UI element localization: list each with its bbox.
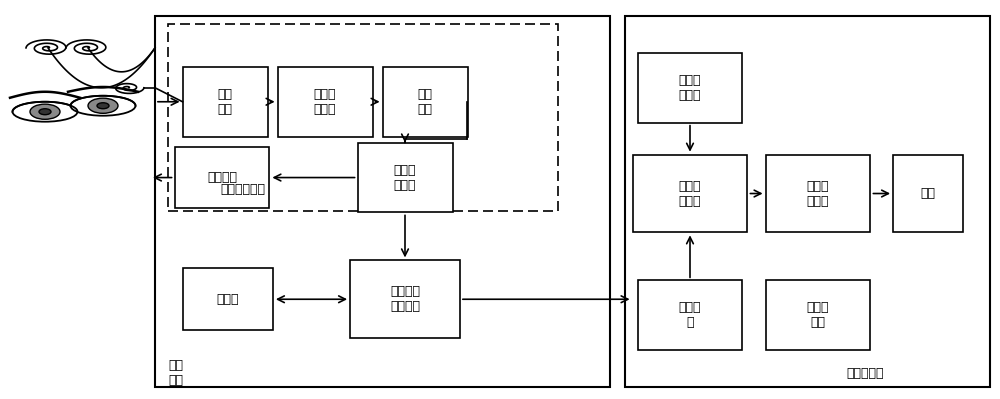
FancyBboxPatch shape <box>382 67 468 137</box>
Text: 轮椅端设备: 轮椅端设备 <box>846 367 884 379</box>
Text: 基线校
正电路: 基线校 正电路 <box>314 88 336 116</box>
FancyBboxPatch shape <box>350 261 460 338</box>
Text: 信号采集模块: 信号采集模块 <box>220 183 265 196</box>
Text: 驱动激励: 驱动激励 <box>207 171 237 184</box>
Text: 可充电
电池: 可充电 电池 <box>807 301 829 329</box>
Text: 运动执
行模块: 运动执 行模块 <box>807 180 829 207</box>
Ellipse shape <box>70 96 136 116</box>
Ellipse shape <box>88 98 118 113</box>
Text: 滤波
电路: 滤波 电路 <box>218 88 232 116</box>
Text: 障碍探
测: 障碍探 测 <box>679 301 701 329</box>
FancyBboxPatch shape <box>766 280 870 350</box>
FancyBboxPatch shape <box>183 268 273 330</box>
Text: 特征提取
识别单元: 特征提取 识别单元 <box>390 285 420 313</box>
Text: 存储器: 存储器 <box>217 293 239 306</box>
FancyBboxPatch shape <box>175 146 269 208</box>
FancyBboxPatch shape <box>155 16 610 387</box>
FancyBboxPatch shape <box>638 280 742 350</box>
Ellipse shape <box>39 109 51 115</box>
Text: 手控操
纵装置: 手控操 纵装置 <box>679 74 701 102</box>
FancyBboxPatch shape <box>278 67 373 137</box>
Text: 轮椅: 轮椅 <box>920 187 936 200</box>
FancyBboxPatch shape <box>633 154 747 232</box>
Ellipse shape <box>12 102 78 122</box>
Text: 放大
电路: 放大 电路 <box>418 88 432 116</box>
FancyBboxPatch shape <box>625 16 990 387</box>
FancyBboxPatch shape <box>893 154 963 232</box>
FancyBboxPatch shape <box>358 143 452 212</box>
Ellipse shape <box>97 103 109 109</box>
FancyBboxPatch shape <box>638 53 742 123</box>
FancyBboxPatch shape <box>182 67 268 137</box>
Text: 处理控
制单元: 处理控 制单元 <box>679 180 701 207</box>
FancyBboxPatch shape <box>766 154 870 232</box>
Text: 模数转
换电路: 模数转 换电路 <box>394 164 416 192</box>
Text: 头戴
设备: 头戴 设备 <box>168 359 183 387</box>
Ellipse shape <box>30 104 60 119</box>
